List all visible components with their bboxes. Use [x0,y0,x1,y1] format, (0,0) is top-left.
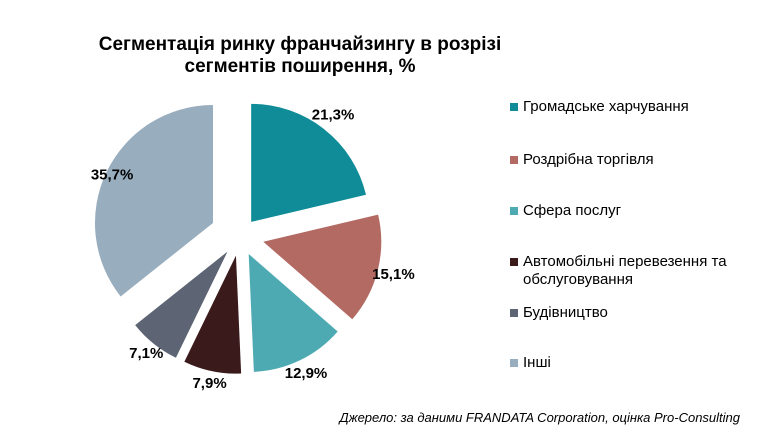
legend-label-auto: Автомобільні перевезення та обслуговуван… [523,253,727,288]
pie-slice-construction [135,251,228,358]
legend-item-food-service: Громадське харчування [510,98,689,116]
legend-item-auto: Автомобільні перевезення та обслуговуван… [510,253,760,289]
pie-slice-other [94,104,213,297]
pie-slice-auto [184,255,242,374]
legend-label-other: Інші [523,354,551,371]
legend-swatch-construction [510,309,518,317]
pie-slice-services [248,254,338,372]
legend-item-services: Сфера послуг [510,202,621,220]
chart-title-line-1: Сегментація ринку франчайзингу в розрізі [98,34,502,55]
data-label-food-service: 21,3% [312,106,355,123]
legend-swatch-auto [510,258,518,266]
pie-slice-food-service [251,103,366,222]
source-note: Джерело: за даними FRANDATA Corporation,… [339,410,740,425]
legend-item-other: Інші [510,354,551,372]
legend-label-retail: Роздрібна торгівля [523,151,654,168]
pie-chart: 21,3% 15,1% 12,9% 7,9% 7,1% 35,7% [91,103,415,392]
data-label-retail: 15,1% [372,266,415,283]
legend-item-retail: Роздрібна торгівля [510,151,654,169]
legend-swatch-food-service [510,103,518,111]
data-label-auto: 7,9% [192,375,226,392]
pie-slice-retail [263,214,382,320]
data-label-services: 12,9% [285,365,328,382]
chart-title-line-2: сегментів поширення, % [184,56,416,77]
chart-title: Сегментація ринку франчайзингу в розрізі… [90,34,510,78]
legend-label-construction: Будівництво [523,304,608,321]
data-label-construction: 7,1% [129,345,163,362]
legend-swatch-services [510,207,518,215]
legend-label-food-service: Громадське харчування [523,98,689,115]
legend-item-construction: Будівництво [510,304,608,322]
legend-swatch-retail [510,156,518,164]
data-label-other: 35,7% [91,166,134,183]
legend-swatch-other [510,359,518,367]
legend-label-services: Сфера послуг [523,202,622,219]
